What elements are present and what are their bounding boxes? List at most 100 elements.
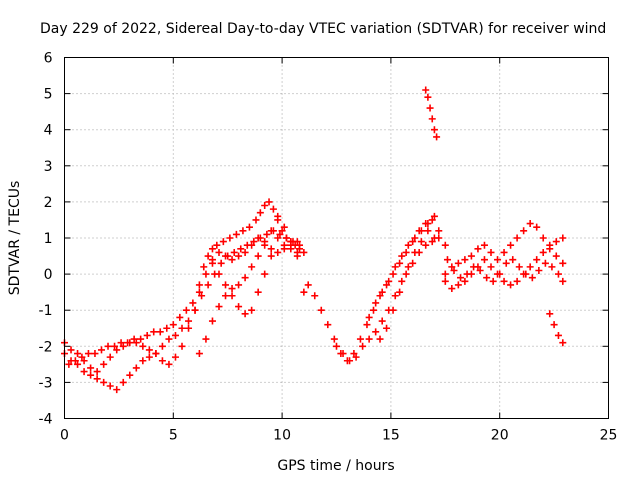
- data-point: [241, 310, 249, 318]
- data-point: [71, 357, 79, 365]
- data-point: [145, 353, 153, 361]
- y-tick-label: 6: [44, 51, 53, 67]
- data-point: [424, 227, 432, 235]
- data-point: [304, 281, 312, 289]
- data-point: [132, 364, 140, 372]
- data-point: [552, 252, 560, 260]
- data-point: [454, 259, 462, 267]
- data-point: [195, 288, 203, 296]
- data-point: [428, 216, 436, 224]
- data-point: [391, 263, 399, 271]
- data-point: [287, 238, 295, 246]
- data-point: [91, 350, 99, 358]
- series-track-a: [61, 198, 308, 394]
- data-point: [372, 299, 380, 307]
- data-point: [539, 234, 547, 242]
- data-point: [396, 288, 404, 296]
- data-point: [480, 256, 488, 264]
- data-point: [461, 277, 469, 285]
- data-point: [104, 342, 112, 350]
- data-point: [550, 321, 558, 329]
- data-point: [274, 234, 282, 242]
- data-point: [202, 335, 210, 343]
- data-point: [487, 263, 495, 271]
- data-point: [274, 212, 282, 220]
- data-point: [208, 259, 216, 267]
- series-track-d: [195, 212, 308, 358]
- data-point: [443, 256, 451, 264]
- data-point: [424, 93, 432, 101]
- data-points: [61, 86, 567, 394]
- data-point: [261, 202, 269, 210]
- data-point: [365, 313, 373, 321]
- series-track-c: [65, 234, 301, 368]
- data-point: [215, 270, 223, 278]
- data-point: [78, 353, 86, 361]
- data-point: [93, 375, 101, 383]
- data-point: [267, 252, 275, 260]
- data-point: [293, 238, 301, 246]
- data-point: [191, 306, 199, 314]
- data-point: [417, 238, 425, 246]
- data-point: [528, 274, 536, 282]
- data-point: [424, 220, 432, 228]
- data-point: [433, 133, 441, 141]
- data-point: [396, 259, 404, 267]
- x-tick-label: 25: [600, 428, 618, 444]
- data-point: [230, 248, 238, 256]
- data-point: [226, 234, 234, 242]
- data-point: [398, 252, 406, 260]
- data-point: [369, 306, 377, 314]
- data-point: [515, 263, 523, 271]
- data-point: [119, 378, 127, 386]
- data-point: [411, 234, 419, 242]
- data-point: [278, 227, 286, 235]
- data-point: [74, 360, 82, 368]
- data-point: [178, 324, 186, 332]
- data-point: [535, 266, 543, 274]
- data-point: [404, 263, 412, 271]
- data-point: [256, 209, 264, 217]
- data-point: [365, 335, 373, 343]
- x-tick-label: 5: [169, 428, 178, 444]
- y-tick-label: 0: [44, 267, 53, 283]
- data-point: [554, 331, 562, 339]
- data-point: [330, 335, 338, 343]
- data-point: [476, 266, 484, 274]
- data-point: [559, 277, 567, 285]
- data-point: [178, 342, 186, 350]
- data-point: [282, 234, 290, 242]
- data-point: [119, 342, 127, 350]
- data-point: [80, 368, 88, 376]
- data-point: [467, 252, 475, 260]
- data-point: [139, 357, 147, 365]
- y-tick-label: 3: [44, 159, 53, 175]
- data-point: [124, 339, 132, 347]
- data-point: [222, 292, 230, 300]
- data-point: [250, 238, 258, 246]
- data-point: [163, 324, 171, 332]
- data-point: [111, 342, 119, 350]
- y-tick-label: -1: [39, 303, 53, 319]
- data-point: [385, 277, 393, 285]
- data-point: [158, 357, 166, 365]
- data-point: [217, 259, 225, 267]
- data-point: [189, 299, 197, 307]
- data-point: [169, 321, 177, 329]
- data-point: [219, 238, 227, 246]
- data-point: [237, 245, 245, 253]
- data-point: [287, 245, 295, 253]
- data-point: [200, 263, 208, 271]
- data-point: [339, 350, 347, 358]
- data-point: [261, 270, 269, 278]
- data-point: [293, 248, 301, 256]
- data-point: [215, 248, 223, 256]
- data-point: [143, 331, 151, 339]
- data-point: [300, 288, 308, 296]
- data-point: [269, 205, 277, 213]
- data-point: [165, 360, 173, 368]
- data-point: [241, 274, 249, 282]
- x-tick-label: 10: [273, 428, 291, 444]
- data-point: [526, 220, 534, 228]
- data-point: [106, 382, 114, 390]
